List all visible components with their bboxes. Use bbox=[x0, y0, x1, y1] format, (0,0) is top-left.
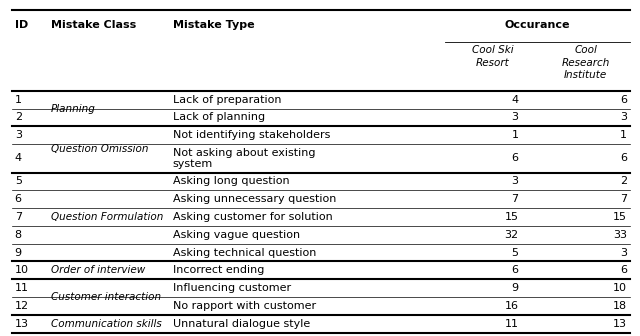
Text: Asking vague question: Asking vague question bbox=[173, 230, 300, 240]
Text: 6: 6 bbox=[511, 153, 518, 163]
Text: 18: 18 bbox=[613, 301, 627, 311]
Text: 13: 13 bbox=[613, 319, 627, 329]
Text: 2: 2 bbox=[620, 176, 627, 186]
Text: Lack of preparation: Lack of preparation bbox=[173, 95, 282, 104]
Text: Communication skills: Communication skills bbox=[51, 319, 162, 329]
Text: 6: 6 bbox=[511, 265, 518, 276]
Text: 16: 16 bbox=[504, 301, 518, 311]
Text: 15: 15 bbox=[504, 212, 518, 222]
Text: 3: 3 bbox=[620, 113, 627, 122]
Text: Influencing customer: Influencing customer bbox=[173, 283, 291, 293]
Text: 3: 3 bbox=[511, 113, 518, 122]
Text: 6: 6 bbox=[620, 265, 627, 276]
Text: 11: 11 bbox=[15, 283, 29, 293]
Text: 10: 10 bbox=[613, 283, 627, 293]
Text: Cool
Research
Institute: Cool Research Institute bbox=[561, 45, 610, 80]
Text: 5: 5 bbox=[15, 176, 22, 186]
Text: 1: 1 bbox=[15, 95, 22, 104]
Text: Unnatural dialogue style: Unnatural dialogue style bbox=[173, 319, 310, 329]
Text: No rapport with customer: No rapport with customer bbox=[173, 301, 316, 311]
Text: Mistake Type: Mistake Type bbox=[173, 20, 255, 30]
Text: 12: 12 bbox=[15, 301, 29, 311]
Text: 6: 6 bbox=[15, 194, 22, 204]
Text: 6: 6 bbox=[620, 153, 627, 163]
Text: 32: 32 bbox=[504, 230, 518, 240]
Text: Mistake Class: Mistake Class bbox=[51, 20, 136, 30]
Text: Customer interaction: Customer interaction bbox=[51, 292, 161, 302]
Text: Question Formulation: Question Formulation bbox=[51, 212, 164, 222]
Text: Not identifying stakeholders: Not identifying stakeholders bbox=[173, 130, 330, 140]
Text: 13: 13 bbox=[15, 319, 29, 329]
Text: 11: 11 bbox=[504, 319, 518, 329]
Text: 7: 7 bbox=[15, 212, 22, 222]
Text: Asking technical question: Asking technical question bbox=[173, 248, 316, 258]
Text: 9: 9 bbox=[15, 248, 22, 258]
Text: Not asking about existing
system: Not asking about existing system bbox=[173, 148, 316, 169]
Text: Occurance: Occurance bbox=[505, 20, 570, 30]
Text: 1: 1 bbox=[620, 130, 627, 140]
Text: 33: 33 bbox=[613, 230, 627, 240]
Text: 6: 6 bbox=[620, 95, 627, 104]
Text: 3: 3 bbox=[511, 176, 518, 186]
Text: 7: 7 bbox=[620, 194, 627, 204]
Text: Asking customer for solution: Asking customer for solution bbox=[173, 212, 333, 222]
Text: Planning: Planning bbox=[51, 103, 96, 114]
Text: Incorrect ending: Incorrect ending bbox=[173, 265, 264, 276]
Text: 10: 10 bbox=[15, 265, 29, 276]
Text: Asking long question: Asking long question bbox=[173, 176, 289, 186]
Text: Order of interview: Order of interview bbox=[51, 265, 145, 276]
Text: 9: 9 bbox=[511, 283, 518, 293]
Text: ID: ID bbox=[15, 20, 28, 30]
Text: Lack of planning: Lack of planning bbox=[173, 113, 265, 122]
Text: Asking unnecessary question: Asking unnecessary question bbox=[173, 194, 336, 204]
Text: 5: 5 bbox=[511, 248, 518, 258]
Text: 2: 2 bbox=[15, 113, 22, 122]
Text: Question Omission: Question Omission bbox=[51, 144, 148, 155]
Text: 7: 7 bbox=[511, 194, 518, 204]
Text: 4: 4 bbox=[511, 95, 518, 104]
Text: 4: 4 bbox=[15, 153, 22, 163]
Text: Cool Ski
Resort: Cool Ski Resort bbox=[472, 45, 514, 68]
Text: 1: 1 bbox=[511, 130, 518, 140]
Text: 3: 3 bbox=[15, 130, 22, 140]
Text: 3: 3 bbox=[620, 248, 627, 258]
Text: 8: 8 bbox=[15, 230, 22, 240]
Text: 15: 15 bbox=[613, 212, 627, 222]
